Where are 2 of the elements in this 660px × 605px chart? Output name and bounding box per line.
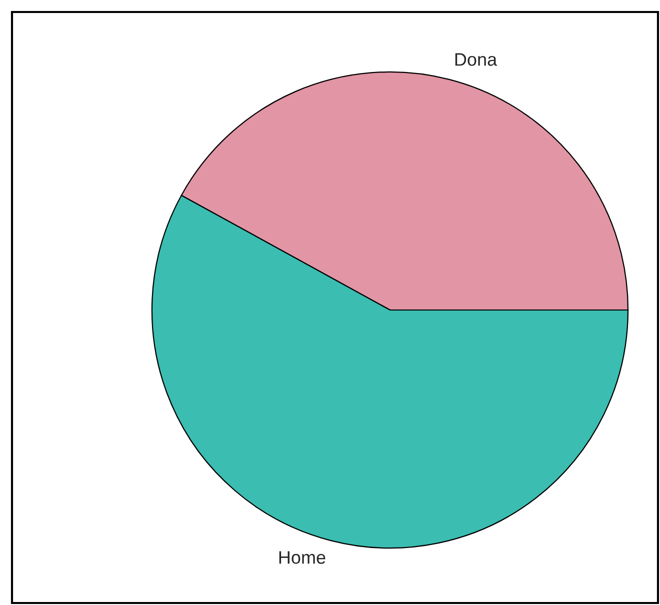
slice-label: Home [279,551,326,564]
slice-label: Dona [455,53,498,66]
